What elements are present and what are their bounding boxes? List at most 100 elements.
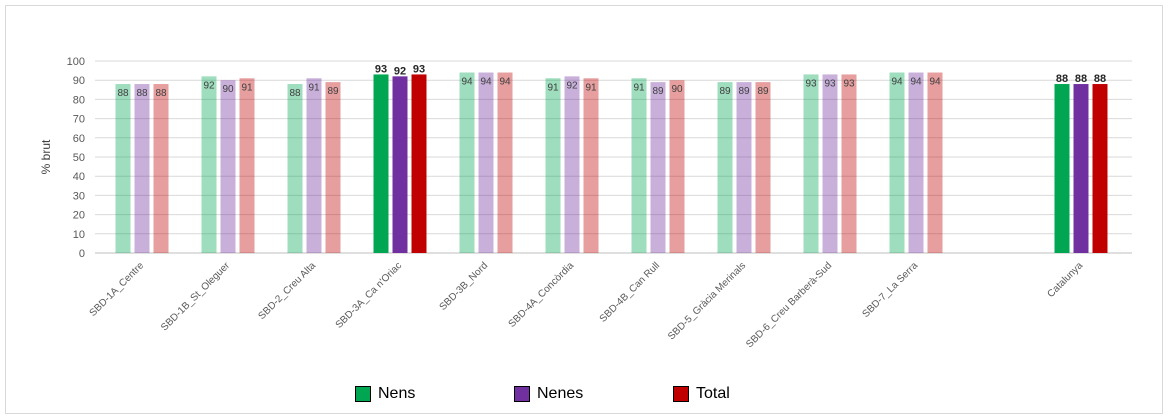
x-category-label: SBD-2_Creu Alta: [256, 260, 318, 322]
data-label: 94: [480, 77, 492, 88]
x-category-label: SBD-6_Creu Barberà-Sud: [744, 260, 834, 350]
data-label: 89: [327, 86, 339, 97]
data-label: 93: [413, 63, 425, 75]
bar-total: [755, 82, 771, 254]
legend-swatch-nens: [355, 386, 371, 402]
data-label: 94: [929, 77, 941, 88]
data-label: 91: [241, 82, 253, 93]
bars: [115, 72, 1108, 254]
data-label: 89: [719, 86, 731, 97]
bar-nens: [459, 72, 475, 254]
bar-nens: [717, 82, 733, 254]
bar-total: [411, 74, 427, 253]
bar-nenes: [220, 80, 236, 253]
bar-nens: [631, 78, 647, 253]
y-tick-label: 10: [73, 229, 85, 241]
data-label: 91: [308, 82, 320, 93]
legend-swatch-total: [673, 386, 689, 402]
x-category-label: SBD-4B_Can Rull: [598, 260, 662, 324]
bar-nenes: [306, 78, 322, 253]
bar-nenes: [822, 74, 838, 253]
bar-nenes: [650, 82, 666, 254]
data-label: 94: [499, 77, 511, 88]
y-tick-label: 30: [73, 190, 85, 202]
data-label: 90: [671, 84, 683, 95]
y-tick-label: 80: [73, 94, 85, 106]
x-category-label: Catalunya: [1046, 260, 1086, 300]
bar-nens: [803, 74, 819, 253]
chart-frame: [5, 5, 1163, 414]
bar-nenes: [392, 76, 408, 253]
x-category-label: SBD-3B_Nord: [438, 260, 491, 313]
legend-label-nenes: Nenes: [537, 385, 584, 402]
bar-total: [669, 80, 685, 253]
data-label: 93: [375, 63, 387, 75]
data-label: 91: [547, 82, 559, 93]
x-category-label: SBD-1A_Centre: [88, 260, 147, 319]
data-label: 94: [461, 77, 473, 88]
data-labels: 88 88 88 92 90 91 88 91 89 93 92 93 94 94 94 91 92 91 91 89…: [117, 63, 1106, 99]
legend-swatch-nenes: [514, 386, 530, 402]
data-label: 88: [155, 88, 167, 99]
x-category-label: SBD-4A_Concòrdia: [507, 260, 577, 330]
data-label: 88: [117, 88, 129, 99]
bar-nens: [545, 78, 561, 253]
legend-item-nens: Nens: [355, 385, 415, 403]
x-category-label: SBD-1B_St_Oleguer: [159, 260, 232, 333]
data-label: 93: [843, 78, 855, 89]
bar-total: [583, 78, 599, 253]
bar-total: [239, 78, 255, 253]
data-label: 88: [136, 88, 148, 99]
bar-total: [927, 72, 943, 254]
bar-total: [153, 84, 169, 253]
data-label: 91: [585, 82, 597, 93]
data-label: 88: [1094, 73, 1106, 85]
legend: Nens Nenes Total: [0, 385, 1169, 409]
bar-nenes: [564, 76, 580, 253]
data-label: 94: [910, 77, 922, 88]
y-tick-label: 20: [73, 210, 85, 222]
bar-nens: [373, 74, 389, 253]
x-category-label: SBD-7_La Serra: [860, 260, 920, 320]
y-tick-label: 70: [73, 114, 85, 126]
x-category-label: SBD-3A_Ca n'Oriac: [334, 260, 404, 330]
bar-nens: [889, 72, 905, 254]
data-label: 88: [289, 88, 301, 99]
data-label: 93: [805, 78, 817, 89]
y-axis-label: % brut: [39, 139, 53, 174]
bar-nens: [1054, 84, 1070, 253]
bar-total: [325, 82, 341, 254]
bar-nenes: [1073, 84, 1089, 253]
bar-total: [497, 72, 513, 254]
y-axis-ticks: 0 10 20 30 40 50 60 70 80 90 100: [67, 56, 85, 260]
data-label: 88: [1056, 73, 1068, 85]
data-label: 94: [891, 77, 903, 88]
legend-label-nens: Nens: [378, 385, 416, 402]
bar-nens: [287, 84, 303, 253]
gridlines: [95, 60, 1132, 254]
bar-nenes: [134, 84, 150, 253]
data-label: 89: [652, 86, 664, 97]
data-label: 92: [566, 80, 578, 91]
bar-total: [1092, 84, 1108, 253]
data-label: 91: [633, 82, 645, 93]
data-label: 93: [824, 78, 836, 89]
data-label: 92: [394, 65, 406, 77]
bar-nens: [201, 76, 217, 253]
legend-item-nenes: Nenes: [514, 385, 583, 403]
legend-label-total: Total: [696, 385, 730, 402]
y-tick-label: 90: [73, 75, 85, 87]
bar-nenes: [478, 72, 494, 254]
y-tick-label: 40: [73, 171, 85, 183]
bar-total: [841, 74, 857, 253]
y-tick-label: 50: [73, 152, 85, 164]
x-category-label: SBD-5_Gràcia Merinals: [666, 260, 748, 342]
y-tick-label: 60: [73, 133, 85, 145]
bar-nenes: [908, 72, 924, 254]
data-label: 89: [738, 86, 750, 97]
data-label: 90: [222, 84, 234, 95]
bar-nenes: [736, 82, 752, 254]
data-label: 89: [757, 86, 769, 97]
legend-item-total: Total: [673, 385, 730, 403]
